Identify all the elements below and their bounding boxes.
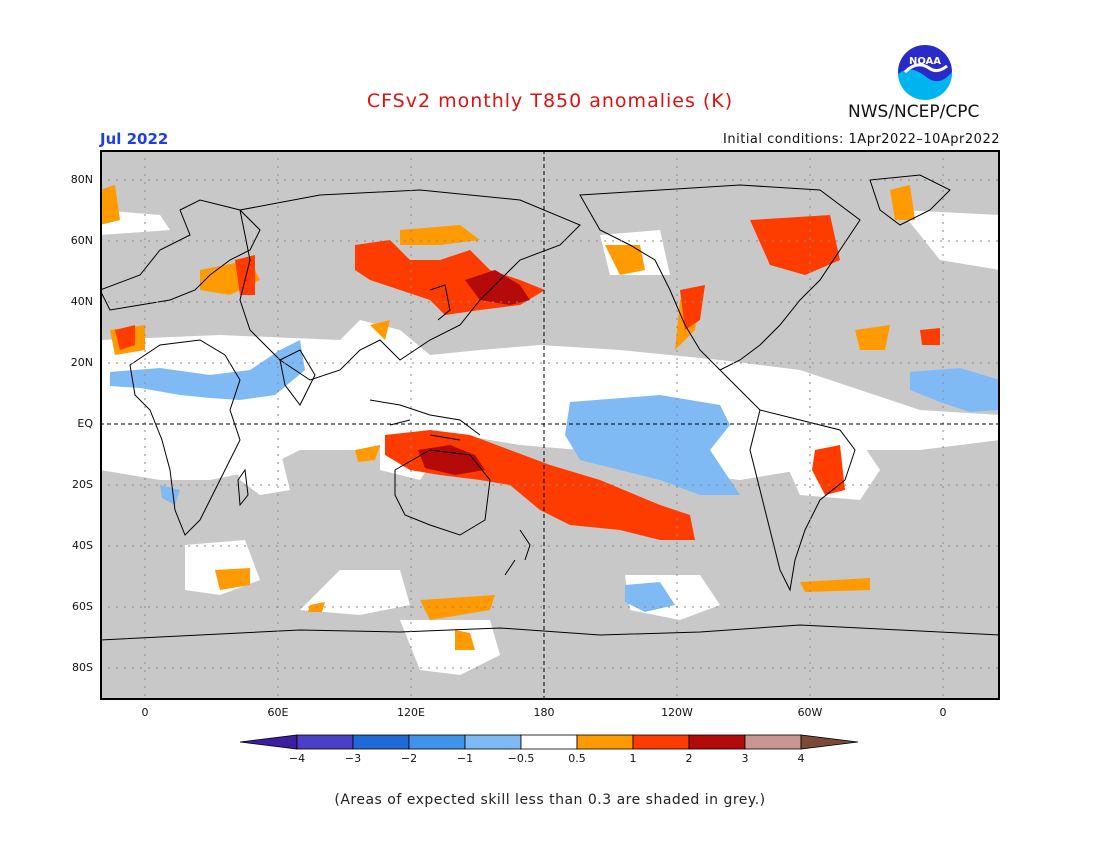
logo-text: NOAA: [909, 56, 941, 67]
colorbar-cell: [744, 734, 802, 750]
colorbar-label: −0.5: [507, 752, 535, 765]
colorbar-cell: [464, 734, 522, 750]
lat-label: 20S: [72, 478, 93, 491]
graticule: [100, 150, 1000, 700]
forecast-month: Jul 2022: [100, 130, 169, 148]
coastlines: [100, 174, 1000, 641]
lat-label: 60N: [70, 234, 93, 247]
colorbar-label: 0.5: [568, 752, 586, 765]
skill-note: (Areas of expected skill less than 0.3 a…: [334, 792, 766, 808]
colorbar-arrow-max: [800, 734, 859, 750]
colorbar-cell: [688, 734, 746, 750]
colorbar-label: 4: [797, 752, 805, 765]
lat-label: 80N: [70, 173, 93, 186]
colorbar-label: −1: [456, 752, 474, 765]
colorbar-cell: [296, 734, 354, 750]
lat-label: EQ: [77, 417, 93, 430]
noaa-logo: NOAA: [896, 43, 954, 101]
colorbar: [240, 734, 859, 750]
lon-label: 60W: [797, 706, 823, 719]
initial-conditions: Initial conditions: 1Apr2022–10Apr2022: [723, 132, 1000, 147]
colorbar-label: −4: [288, 752, 306, 765]
lon-label: 120E: [397, 706, 425, 719]
colorbar-label: −3: [344, 752, 362, 765]
lon-label: 180: [533, 706, 555, 719]
organization-label: NWS/NCEP/CPC: [848, 102, 980, 122]
colorbar-label: 3: [741, 752, 749, 765]
colorbar-label: 2: [685, 752, 693, 765]
colorbar-cell: [352, 734, 410, 750]
colorbar-label: 1: [629, 752, 637, 765]
lon-label: 0: [939, 706, 947, 719]
warm-anomalies-strong: [418, 270, 530, 475]
chart-title: CFSv2 monthly T850 anomalies (K): [366, 90, 734, 112]
map-border: [100, 150, 1000, 700]
lat-label: 40S: [72, 539, 93, 552]
anomaly-map: [100, 150, 1000, 700]
colorbar-cell: [576, 734, 634, 750]
colorbar-cell: [632, 734, 690, 750]
lat-label: 80S: [72, 661, 93, 674]
lat-label: 60S: [72, 600, 93, 613]
lon-label: 0: [141, 706, 149, 719]
colorbar-arrow-min: [240, 734, 298, 750]
lat-label: 20N: [70, 356, 93, 369]
colorbar-cell: [408, 734, 466, 750]
lon-label: 120W: [661, 706, 693, 719]
lon-label: 60E: [267, 706, 289, 719]
lat-label: 40N: [70, 295, 93, 308]
cold-anomalies: [110, 340, 1000, 612]
colorbar-cell: [520, 734, 578, 750]
colorbar-label: −2: [400, 752, 418, 765]
